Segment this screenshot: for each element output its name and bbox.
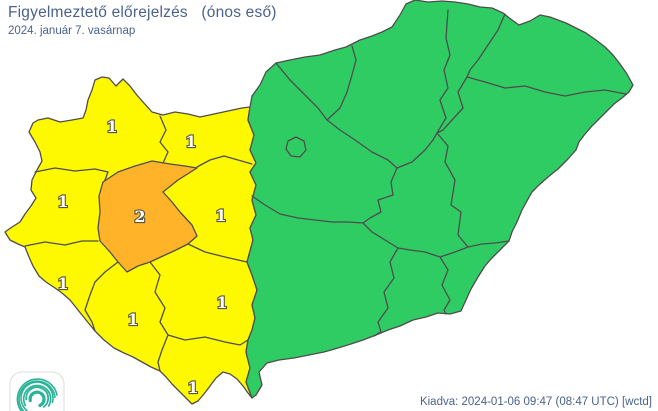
warning-label-central: 1 xyxy=(215,206,226,225)
county-borders-east xyxy=(251,9,627,337)
warning-label-south: 1 xyxy=(127,310,138,329)
county-level2-region xyxy=(97,160,198,273)
warning-label-level2-county: 2 xyxy=(134,207,145,226)
forecast-date: 2024. január 7. vasárnap xyxy=(8,25,136,37)
warning-label-west: 1 xyxy=(57,192,68,211)
region-east-no-warning xyxy=(245,0,634,399)
warning-label-far-south: 1 xyxy=(187,378,198,397)
warning-labels: 1 1 1 2 1 1 1 1 1 xyxy=(56,116,228,398)
warning-label-south-central: 1 xyxy=(216,293,227,312)
page-title: Figyelmeztető előrejelzés (ónos eső) xyxy=(8,4,277,21)
warning-label-northwest: 1 xyxy=(106,117,117,136)
met-service-logo xyxy=(9,371,65,411)
county-borders-west xyxy=(24,115,253,372)
issued-timestamp: Kiadva: 2024-01-06 09:47 (08:47 UTC) [wc… xyxy=(419,396,652,408)
warning-label-southwest: 1 xyxy=(57,274,68,293)
cyclone-spiral-icon xyxy=(16,378,58,411)
warning-label-north-central: 1 xyxy=(185,132,196,151)
